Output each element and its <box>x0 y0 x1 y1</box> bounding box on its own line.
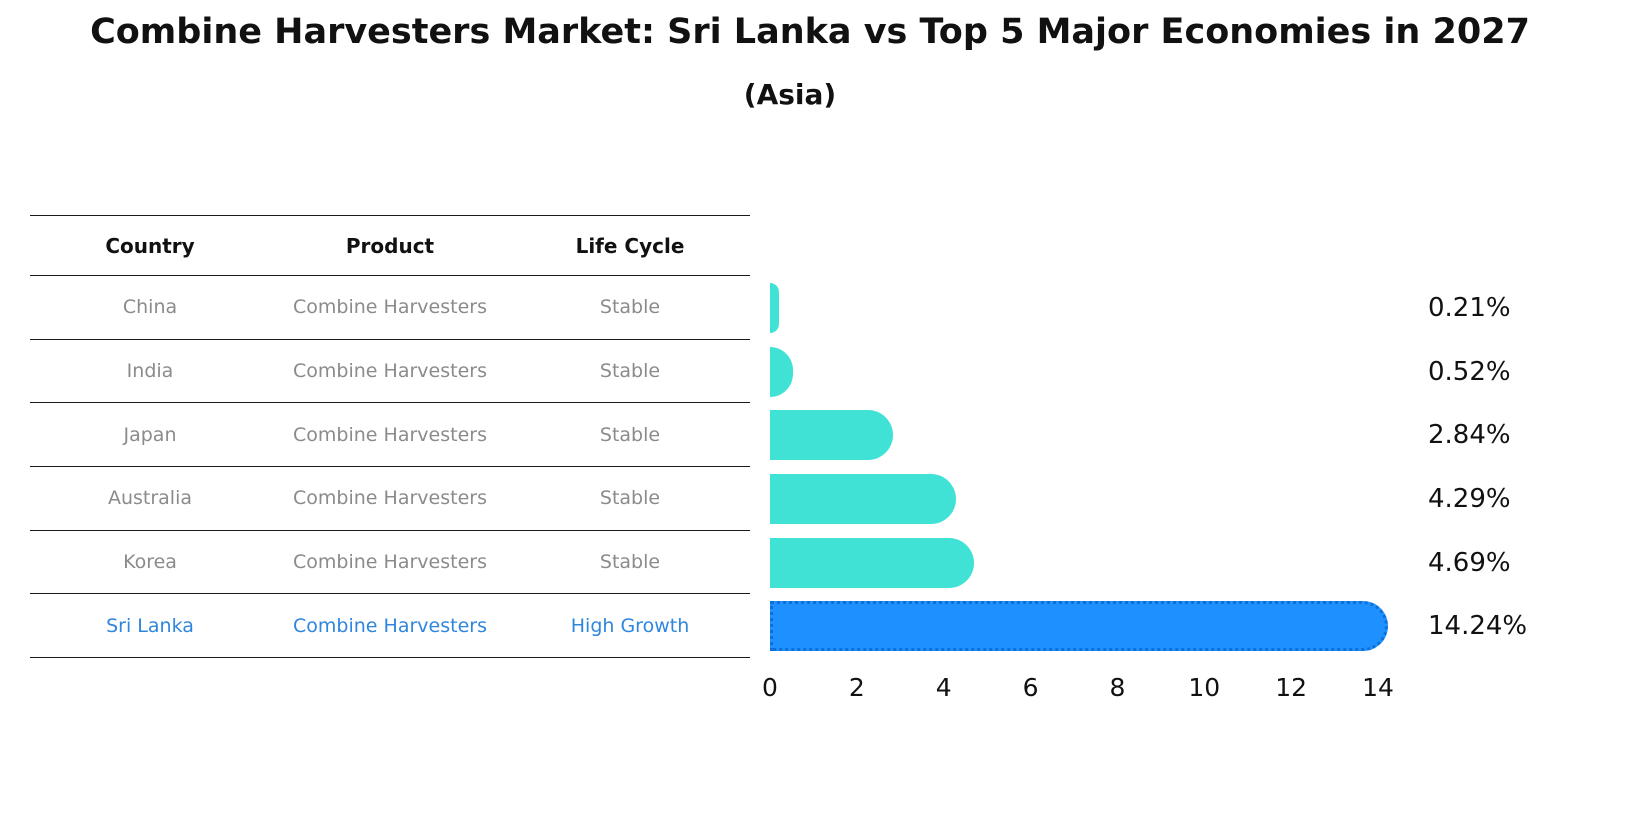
bar-japan <box>770 410 894 461</box>
bar-india <box>770 346 793 397</box>
table-cell-life-cycle: Stable <box>599 487 661 510</box>
table-cell-country: China <box>122 296 178 319</box>
table-row: Korea Combine Harvesters Stable <box>30 531 750 595</box>
page-title: Combine Harvesters Market: Sri Lanka vs … <box>90 12 1530 52</box>
table-cell-product: Combine Harvesters <box>293 614 487 637</box>
table-cell-country: India <box>126 360 174 383</box>
bar-value-label: 0.21% <box>1428 292 1511 323</box>
bar-value-label: 4.29% <box>1428 483 1511 514</box>
page-subtitle: (Asia) <box>743 78 837 111</box>
bar-australia <box>770 473 957 524</box>
table-row: China Combine Harvesters Stable <box>30 276 750 340</box>
table-cell-product: Combine Harvesters <box>293 551 487 574</box>
bar-sri-lanka <box>770 601 1389 652</box>
x-tick-label: 4 <box>935 673 952 702</box>
x-tick-label: 14 <box>1362 673 1394 702</box>
x-tick-label: 10 <box>1188 673 1221 702</box>
table-cell-product: Combine Harvesters <box>293 487 487 510</box>
bar-value-label: 0.52% <box>1428 356 1511 387</box>
table-cell-life-cycle: Stable <box>599 360 661 383</box>
table-cell-life-cycle: Stable <box>599 423 661 446</box>
table-cell-country: Sri Lanka <box>106 614 194 637</box>
table-row: India Combine Harvesters Stable <box>30 340 750 404</box>
x-tick-label: 0 <box>762 673 778 702</box>
table-header-cell: Product <box>345 233 435 258</box>
table-cell-life-cycle: Stable <box>599 551 661 574</box>
table-cell-country: Japan <box>123 423 177 446</box>
table-cell-product: Combine Harvesters <box>293 360 487 383</box>
bar-value-label: 4.69% <box>1428 547 1511 578</box>
table-cell-life-cycle: Stable <box>599 296 661 319</box>
table-header-cell: Country <box>105 233 195 258</box>
table-cell-country: Australia <box>107 487 193 510</box>
table-row: Sri Lanka Combine Harvesters High Growth <box>30 594 750 659</box>
bar-value-label: 14.24% <box>1428 611 1528 642</box>
x-tick-label: 6 <box>1022 673 1039 702</box>
table-cell-product: Combine Harvesters <box>293 423 487 446</box>
bar-korea <box>770 537 974 588</box>
table-header-cell: Life Cycle <box>575 233 685 258</box>
table-cell-country: Korea <box>123 551 177 574</box>
table-cell-life-cycle: High Growth <box>570 614 690 637</box>
table-row: Australia Combine Harvesters Stable <box>30 467 750 531</box>
bar-china <box>770 282 780 333</box>
table-body: China Combine Harvesters Stable India Combin… <box>30 276 750 659</box>
bar-value-label: 2.84% <box>1428 420 1511 451</box>
x-tick-label: 12 <box>1275 673 1308 702</box>
x-tick-label: 2 <box>848 673 865 702</box>
table-header-row: Country Product Life Cycle <box>30 215 750 276</box>
info-table: Country Product Life Cycle China Combine Ha… <box>30 215 750 659</box>
x-tick-label: 8 <box>1109 673 1126 702</box>
table-row: Japan Combine Harvesters Stable <box>30 403 750 468</box>
table-cell-product: Combine Harvesters <box>293 296 487 319</box>
